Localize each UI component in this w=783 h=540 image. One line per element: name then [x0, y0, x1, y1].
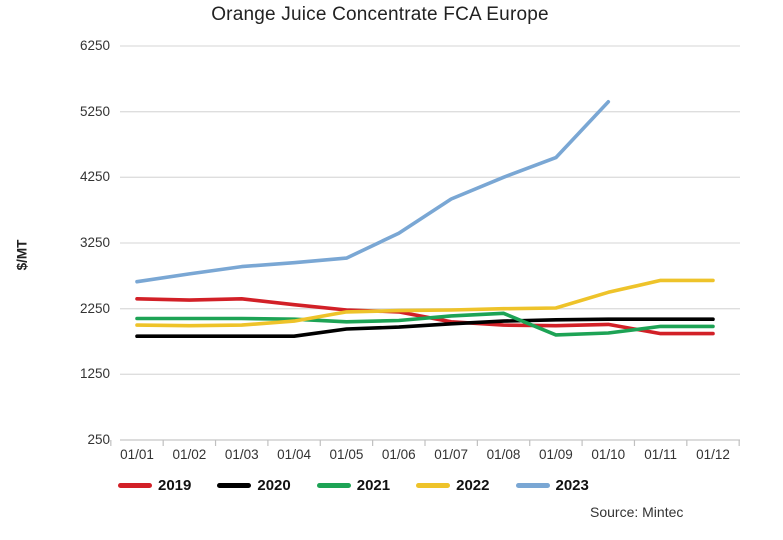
legend-item-2021: 2021 [316, 477, 391, 494]
y-tick-label: 4250 [79, 169, 110, 185]
series-line-2022 [135, 278, 715, 328]
legend-item-2019: 2019 [118, 477, 191, 494]
y-tick-label: 250 [87, 432, 110, 447]
legend-label: 2019 [158, 477, 192, 494]
chart-legend: 2019 2020 2021 2022 2023 [118, 477, 589, 494]
x-tick-label: 01/09 [539, 447, 573, 462]
legend-swatch-2019 [118, 483, 152, 488]
series-line-2021 [135, 311, 715, 337]
legend-label: 2020 [257, 477, 291, 494]
series-line-2019 [135, 296, 715, 336]
x-tick-label: 01/11 [644, 447, 678, 462]
legend-swatch-2022 [416, 483, 451, 488]
legend-label: 2022 [456, 477, 490, 494]
x-tick-label: 01/03 [224, 447, 259, 462]
source-note: Source: Mintec [590, 504, 684, 520]
legend-label: 2023 [555, 477, 589, 494]
legend-swatch-2021 [316, 483, 351, 488]
x-tick-label: 01/06 [381, 447, 416, 462]
x-tick-label: 01/05 [329, 447, 364, 462]
x-tick-label: 01/02 [172, 447, 207, 462]
y-tick-label: 6250 [79, 38, 110, 53]
series-line-2023 [135, 100, 611, 284]
legend-label: 2021 [356, 477, 391, 494]
x-tick-label: 01/01 [120, 447, 154, 462]
x-tick-label: 01/07 [434, 447, 469, 462]
legend-swatch-2023 [515, 483, 550, 488]
y-tick-label: 5250 [79, 103, 110, 119]
y-tick-label: 3250 [79, 235, 110, 250]
y-tick-label: 2250 [79, 300, 110, 316]
chart-title: Orange Juice Concentrate FCA Europe [211, 4, 549, 25]
y-tick-label: 1250 [79, 366, 110, 382]
x-tick-label: 01/04 [277, 447, 311, 462]
x-tick-label: 01/08 [486, 447, 521, 462]
x-tick-label: 01/12 [696, 447, 730, 462]
x-tick-label: 01/10 [591, 447, 626, 462]
series-line-2020 [135, 317, 715, 339]
legend-item-2022: 2022 [416, 477, 490, 494]
legend-swatch-2020 [217, 483, 252, 488]
legend-item-2020: 2020 [217, 477, 291, 494]
legend-item-2023: 2023 [515, 477, 589, 494]
